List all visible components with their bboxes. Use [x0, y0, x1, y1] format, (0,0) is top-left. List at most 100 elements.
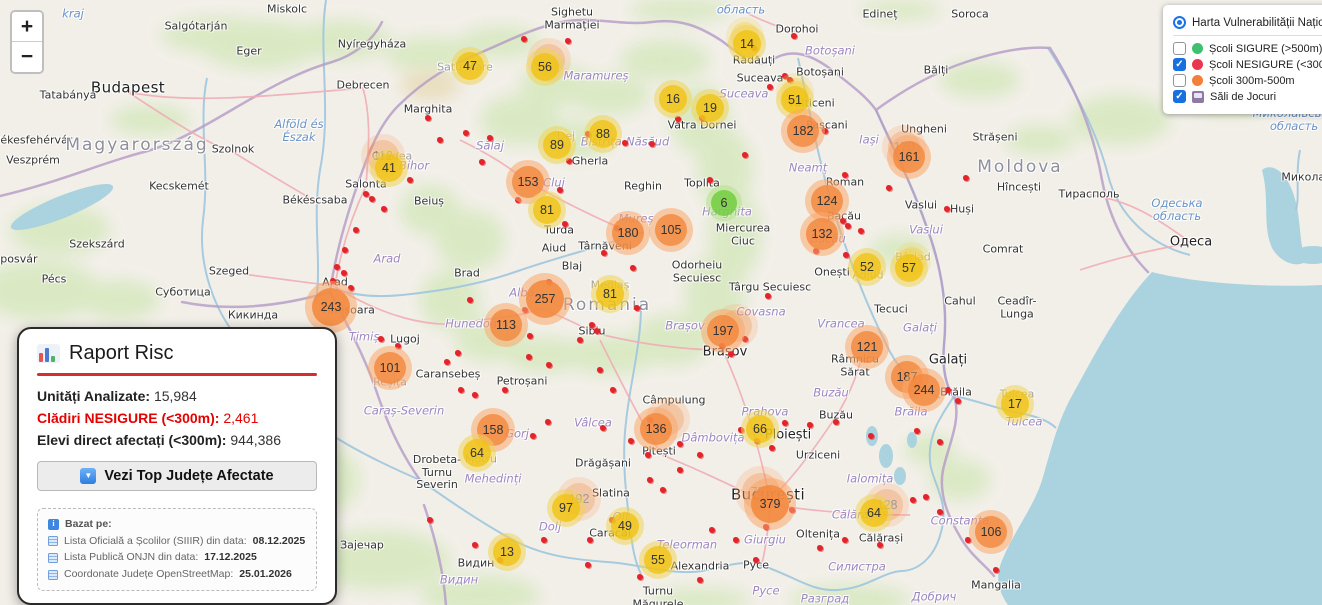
school-dot-marker[interactable] [341, 270, 347, 276]
school-dot-marker[interactable] [363, 191, 369, 197]
school-dot-marker[interactable] [467, 297, 473, 303]
school-dot-marker[interactable] [594, 328, 600, 334]
cluster-marker[interactable]: 64 [855, 494, 893, 532]
school-dot-marker[interactable] [395, 343, 401, 349]
school-dot-marker[interactable] [843, 252, 849, 258]
cluster-marker[interactable]: 101 [368, 346, 412, 390]
cluster-marker[interactable]: 14 [728, 25, 766, 63]
school-dot-marker[interactable] [877, 542, 883, 548]
school-dot-marker[interactable] [910, 497, 916, 503]
school-dot-marker[interactable] [660, 487, 666, 493]
cluster-marker[interactable]: 64 [458, 434, 496, 472]
school-dot-marker[interactable] [677, 441, 683, 447]
school-dot-marker[interactable] [566, 158, 572, 164]
school-dot-marker[interactable] [728, 351, 734, 357]
cluster-marker[interactable]: 132 [800, 212, 844, 256]
cluster-marker[interactable]: 16 [654, 80, 692, 118]
cluster-marker[interactable]: 17 [996, 385, 1034, 423]
school-dot-marker[interactable] [833, 419, 839, 425]
school-dot-marker[interactable] [381, 206, 387, 212]
school-dot-marker[interactable] [502, 387, 508, 393]
school-dot-marker[interactable] [769, 445, 775, 451]
cluster-marker[interactable]: 49 [606, 507, 644, 545]
cluster-marker[interactable]: 379 [744, 478, 796, 530]
school-dot-marker[interactable] [455, 350, 461, 356]
zoom-out-button[interactable]: − [12, 42, 42, 72]
school-dot-marker[interactable] [521, 36, 527, 42]
school-dot-marker[interactable] [463, 130, 469, 136]
cluster-marker[interactable]: 158 [471, 408, 515, 452]
cluster-marker[interactable]: 89 [538, 126, 576, 164]
school-dot-marker[interactable] [649, 141, 655, 147]
zoom-in-button[interactable]: + [12, 12, 42, 42]
cluster-marker[interactable]: 257 [519, 273, 571, 325]
school-dot-marker[interactable] [840, 218, 846, 224]
school-dot-marker[interactable] [817, 545, 823, 551]
cluster-marker[interactable]: 182 [781, 109, 825, 153]
cluster-marker[interactable]: 121 [845, 325, 889, 369]
cluster-marker[interactable]: 106 [969, 510, 1013, 554]
school-dot-marker[interactable] [565, 38, 571, 44]
cluster-marker[interactable]: 180 [606, 211, 650, 255]
legend-item-1[interactable]: Școli NESIGURE (<300m) [1173, 58, 1322, 71]
cluster-marker[interactable]: 47 [451, 47, 489, 85]
school-dot-marker[interactable] [842, 172, 848, 178]
cluster-marker[interactable]: 56 [526, 48, 564, 86]
school-dot-marker[interactable] [993, 567, 999, 573]
checkbox-checked[interactable] [1173, 90, 1186, 103]
school-dot-marker[interactable] [709, 527, 715, 533]
school-dot-marker[interactable] [845, 223, 851, 229]
school-dot-marker[interactable] [965, 537, 971, 543]
cluster-marker[interactable]: 55 [639, 541, 677, 579]
school-dot-marker[interactable] [945, 387, 951, 393]
school-dot-marker[interactable] [601, 250, 607, 256]
legend-item-3[interactable]: Săli de Jocuri [1173, 90, 1322, 103]
school-dot-marker[interactable] [587, 537, 593, 543]
cluster-marker[interactable]: 57 [890, 249, 928, 287]
school-dot-marker[interactable] [634, 305, 640, 311]
school-dot-marker[interactable] [342, 247, 348, 253]
school-dot-marker[interactable] [577, 337, 583, 343]
cluster-marker[interactable]: 41 [370, 149, 408, 187]
school-dot-marker[interactable] [334, 264, 340, 270]
school-dot-marker[interactable] [487, 135, 493, 141]
school-dot-marker[interactable] [647, 477, 653, 483]
school-dot-marker[interactable] [353, 227, 359, 233]
school-dot-marker[interactable] [791, 33, 797, 39]
checkbox-unchecked[interactable] [1173, 42, 1186, 55]
school-dot-marker[interactable] [753, 557, 759, 563]
school-dot-marker[interactable] [742, 336, 748, 342]
cluster-marker[interactable]: 81 [591, 275, 629, 313]
school-dot-marker[interactable] [675, 116, 681, 122]
school-dot-marker[interactable] [697, 452, 703, 458]
cluster-marker[interactable]: 136 [634, 407, 678, 451]
school-dot-marker[interactable] [407, 177, 413, 183]
school-dot-marker[interactable] [526, 354, 532, 360]
school-dot-marker[interactable] [807, 422, 813, 428]
school-dot-marker[interactable] [622, 140, 628, 146]
school-dot-marker[interactable] [628, 438, 634, 444]
cluster-marker[interactable]: 6 [706, 185, 742, 221]
school-dot-marker[interactable] [707, 177, 713, 183]
school-dot-marker[interactable] [369, 196, 375, 202]
school-dot-marker[interactable] [545, 419, 551, 425]
legend-item-2[interactable]: Școli 300m-500m [1173, 74, 1322, 87]
cluster-marker[interactable]: 81 [528, 191, 566, 229]
school-dot-marker[interactable] [557, 187, 563, 193]
school-dot-marker[interactable] [868, 433, 874, 439]
cluster-marker[interactable]: 244 [902, 368, 946, 412]
radio-selected-icon[interactable] [1173, 16, 1186, 29]
school-dot-marker[interactable] [427, 517, 433, 523]
legend-item-0[interactable]: Școli SIGURE (>500m) [1173, 42, 1322, 55]
school-dot-marker[interactable] [562, 221, 568, 227]
school-dot-marker[interactable] [765, 293, 771, 299]
school-dot-marker[interactable] [914, 428, 920, 434]
school-dot-marker[interactable] [742, 152, 748, 158]
cluster-marker[interactable]: 52 [848, 248, 886, 286]
school-dot-marker[interactable] [546, 362, 552, 368]
school-dot-marker[interactable] [600, 425, 606, 431]
school-dot-marker[interactable] [645, 452, 651, 458]
school-dot-marker[interactable] [787, 77, 793, 83]
school-dot-marker[interactable] [767, 84, 773, 90]
cluster-marker[interactable]: 66 [741, 410, 779, 448]
